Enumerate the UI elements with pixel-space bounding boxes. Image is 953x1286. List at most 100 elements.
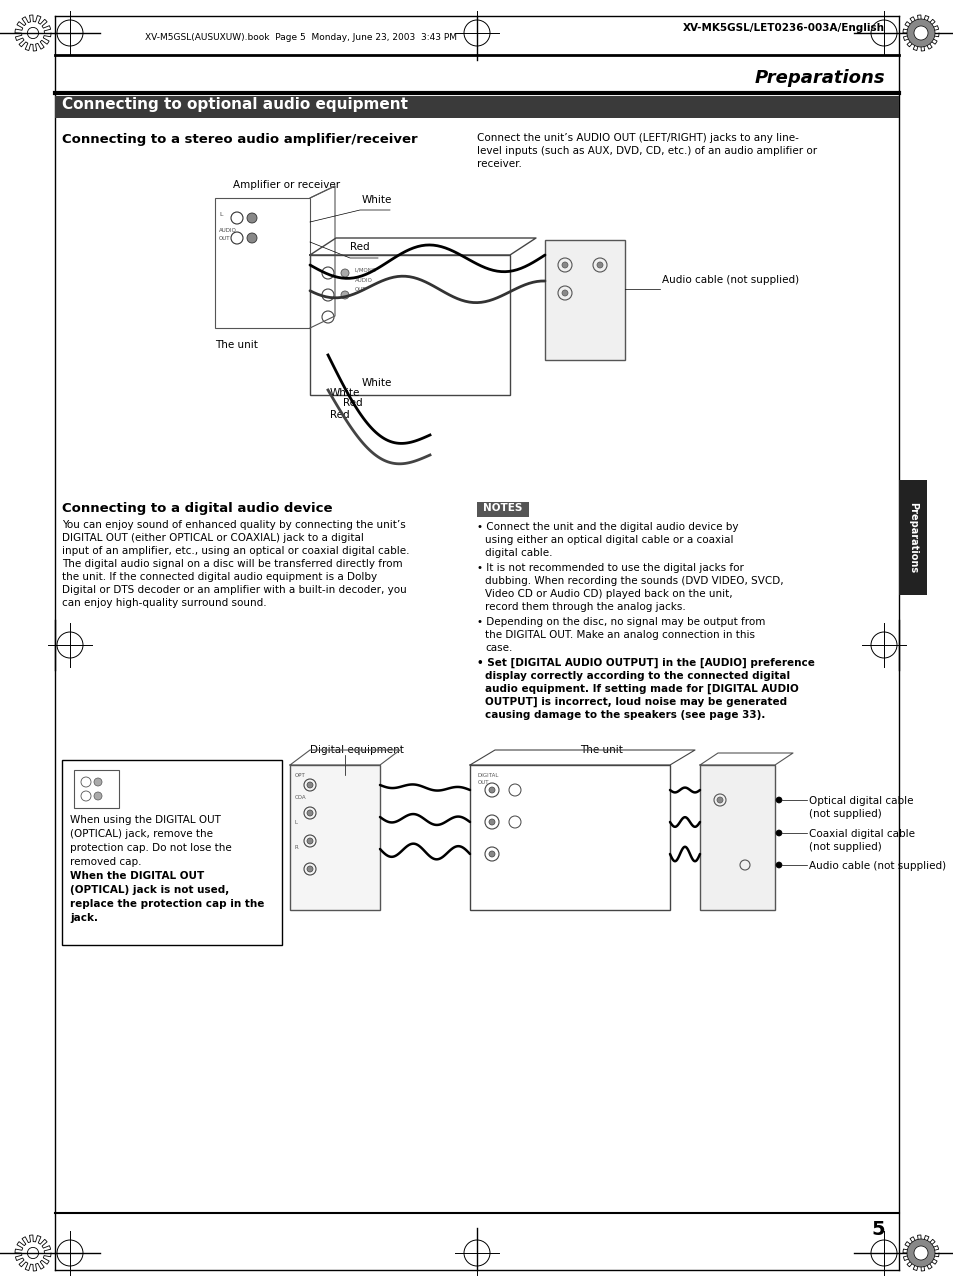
Text: • Connect the unit and the digital audio device by: • Connect the unit and the digital audio…: [476, 522, 738, 532]
FancyArrow shape: [310, 186, 335, 198]
Circle shape: [94, 778, 102, 786]
Circle shape: [913, 26, 927, 40]
Circle shape: [307, 865, 313, 872]
Bar: [290, 765, 379, 910]
Circle shape: [489, 819, 495, 826]
Text: the unit. If the connected digital audio equipment is a Dolby: the unit. If the connected digital audio…: [62, 572, 376, 583]
Circle shape: [561, 291, 567, 296]
Text: The digital audio signal on a disc will be transferred directly from: The digital audio signal on a disc will …: [62, 559, 402, 568]
Text: Connect the unit’s AUDIO OUT (LEFT/RIGHT) jacks to any line-: Connect the unit’s AUDIO OUT (LEFT/RIGHT…: [476, 132, 798, 143]
Text: DIGITAL OUT (either OPTICAL or COAXIAL) jack to a digital: DIGITAL OUT (either OPTICAL or COAXIAL) …: [62, 532, 363, 543]
Text: Coaxial digital cable: Coaxial digital cable: [808, 829, 914, 838]
Circle shape: [561, 262, 567, 267]
Text: Red: Red: [350, 242, 369, 252]
Text: case.: case.: [484, 643, 512, 653]
Circle shape: [489, 787, 495, 793]
Text: 5: 5: [870, 1220, 884, 1238]
Text: OUT: OUT: [219, 237, 231, 240]
Text: display correctly according to the connected digital: display correctly according to the conne…: [484, 671, 789, 682]
Text: level inputs (such as AUX, DVD, CD, etc.) of an audio amplifier or: level inputs (such as AUX, DVD, CD, etc.…: [476, 147, 817, 156]
Text: receiver.: receiver.: [476, 159, 521, 168]
Text: Digital equipment: Digital equipment: [310, 745, 403, 755]
Text: OUT: OUT: [477, 781, 489, 784]
Text: L/MONO: L/MONO: [355, 267, 376, 273]
Text: • Set [DIGITAL AUDIO OUTPUT] in the [AUDIO] preference: • Set [DIGITAL AUDIO OUTPUT] in the [AUD…: [476, 658, 814, 669]
Text: The unit: The unit: [214, 340, 257, 350]
Text: The unit: The unit: [579, 745, 622, 755]
Text: using either an optical digital cable or a coaxial: using either an optical digital cable or…: [484, 535, 733, 545]
Text: L: L: [219, 212, 222, 217]
Text: OUTPUT] is incorrect, loud noise may be generated: OUTPUT] is incorrect, loud noise may be …: [484, 697, 786, 707]
Text: dubbing. When recording the sounds (DVD VIDEO, SVCD,: dubbing. When recording the sounds (DVD …: [484, 576, 782, 586]
Circle shape: [307, 782, 313, 788]
Circle shape: [340, 291, 349, 300]
Text: NOTES: NOTES: [483, 503, 522, 513]
Text: record them through the analog jacks.: record them through the analog jacks.: [484, 602, 685, 612]
Text: OUT: OUT: [355, 287, 366, 292]
Text: Audio cable (not supplied): Audio cable (not supplied): [808, 862, 945, 871]
Bar: [476, 502, 529, 517]
Text: XV-M5GSL(AUSUXUW).book  Page 5  Monday, June 23, 2003  3:43 PM: XV-M5GSL(AUSUXUW).book Page 5 Monday, Ju…: [145, 33, 456, 42]
Text: the DIGITAL OUT. Make an analog connection in this: the DIGITAL OUT. Make an analog connecti…: [484, 630, 754, 640]
Text: XV-MK5GSL/LET0236-003A/English: XV-MK5GSL/LET0236-003A/English: [682, 23, 884, 33]
Text: (OPTICAL) jack is not used,: (OPTICAL) jack is not used,: [70, 885, 229, 895]
Text: input of an amplifier, etc., using an optical or coaxial digital cable.: input of an amplifier, etc., using an op…: [62, 547, 409, 556]
Text: (OPTICAL) jack, remove the: (OPTICAL) jack, remove the: [70, 829, 213, 838]
Text: digital cable.: digital cable.: [484, 548, 552, 558]
Text: Connecting to a digital audio device: Connecting to a digital audio device: [62, 502, 333, 514]
Circle shape: [906, 19, 934, 48]
Circle shape: [597, 262, 602, 267]
Text: • It is not recommended to use the digital jacks for: • It is not recommended to use the digit…: [476, 563, 743, 574]
Text: COA: COA: [294, 795, 306, 800]
Text: When using the DIGITAL OUT: When using the DIGITAL OUT: [70, 815, 221, 826]
Bar: [55, 96, 898, 118]
Text: jack.: jack.: [70, 913, 98, 923]
Text: Connecting to a stereo audio amplifier/receiver: Connecting to a stereo audio amplifier/r…: [62, 132, 417, 147]
Bar: [74, 770, 119, 808]
Text: When the DIGITAL OUT: When the DIGITAL OUT: [70, 871, 204, 881]
Circle shape: [775, 797, 781, 802]
Text: causing damage to the speakers (see page 33).: causing damage to the speakers (see page…: [484, 710, 764, 720]
Text: • Depending on the disc, no signal may be output from: • Depending on the disc, no signal may b…: [476, 617, 764, 628]
Circle shape: [307, 810, 313, 817]
Bar: [214, 198, 310, 328]
Text: AUDIO: AUDIO: [219, 228, 236, 233]
Circle shape: [775, 862, 781, 868]
Text: Red: Red: [343, 397, 362, 408]
Text: removed cap.: removed cap.: [70, 856, 141, 867]
Bar: [544, 240, 624, 360]
Circle shape: [340, 269, 349, 276]
Text: protection cap. Do not lose the: protection cap. Do not lose the: [70, 844, 232, 853]
Circle shape: [906, 1238, 934, 1267]
Circle shape: [717, 797, 722, 802]
Text: L: L: [294, 820, 297, 826]
Text: You can enjoy sound of enhanced quality by connecting the unit’s: You can enjoy sound of enhanced quality …: [62, 520, 405, 530]
Text: White: White: [361, 378, 392, 388]
Text: DIGITAL: DIGITAL: [477, 773, 498, 778]
Text: Digital or DTS decoder or an amplifier with a built-in decoder, you: Digital or DTS decoder or an amplifier w…: [62, 585, 406, 595]
Text: can enjoy high-quality surround sound.: can enjoy high-quality surround sound.: [62, 598, 266, 608]
Text: R: R: [294, 845, 298, 850]
Text: Preparations: Preparations: [907, 502, 917, 574]
Bar: [310, 255, 510, 395]
Text: White: White: [361, 195, 392, 204]
Text: audio equipment. If setting made for [DIGITAL AUDIO: audio equipment. If setting made for [DI…: [484, 684, 798, 694]
Circle shape: [913, 1246, 927, 1260]
Circle shape: [247, 213, 256, 222]
Text: White: White: [330, 388, 360, 397]
Text: Preparations: Preparations: [754, 69, 884, 87]
Circle shape: [247, 233, 256, 243]
Bar: [62, 760, 282, 945]
Text: Connecting to optional audio equipment: Connecting to optional audio equipment: [62, 96, 408, 112]
Circle shape: [775, 829, 781, 836]
Bar: [898, 480, 926, 595]
Circle shape: [489, 851, 495, 856]
Bar: [700, 765, 774, 910]
Text: (not supplied): (not supplied): [808, 809, 881, 819]
Text: Optical digital cable: Optical digital cable: [808, 796, 913, 806]
Text: Audio cable (not supplied): Audio cable (not supplied): [661, 275, 799, 285]
Text: AUDIO: AUDIO: [355, 278, 373, 283]
Text: (not supplied): (not supplied): [808, 842, 881, 853]
Text: replace the protection cap in the: replace the protection cap in the: [70, 899, 264, 909]
Text: Video CD or Audio CD) played back on the unit,: Video CD or Audio CD) played back on the…: [484, 589, 732, 599]
